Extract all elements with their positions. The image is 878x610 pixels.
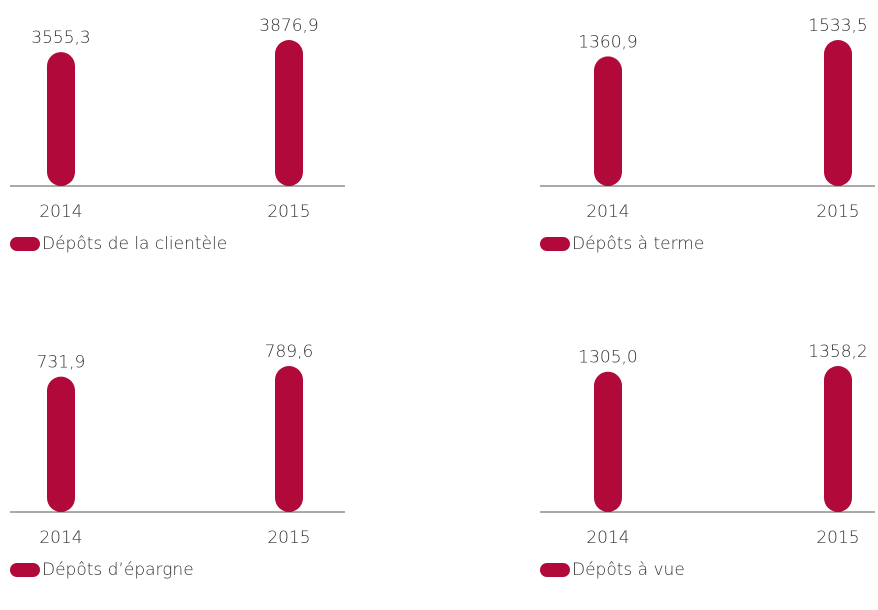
legend-swatch [10,237,40,251]
legend-label: Dépôts à vue [572,560,685,580]
value-label: 1305,0 [578,348,637,368]
x-tick-label: 2014 [586,202,629,222]
value-label: 1358,2 [808,342,867,362]
bar [275,40,303,186]
x-tick-label: 2015 [267,202,310,222]
bar [824,40,852,186]
bar [594,56,622,186]
legend-swatch [540,563,570,577]
value-label: 3876,9 [259,16,318,36]
x-tick-label: 2015 [267,528,310,548]
bar [824,366,852,512]
legend-label: Dépôts à terme [572,234,704,254]
value-label: 789,6 [265,342,314,362]
bar [47,52,75,187]
legend-swatch [10,563,40,577]
legend-label: Dépôts d’épargne [42,560,194,580]
bar [47,376,75,512]
bar [275,366,303,512]
value-label: 731,9 [37,353,86,373]
x-tick-label: 2015 [816,202,859,222]
value-label: 3555,3 [31,28,90,48]
x-tick-label: 2015 [816,528,859,548]
bar [594,371,622,512]
x-tick-label: 2014 [39,528,82,548]
x-tick-label: 2014 [586,528,629,548]
x-tick-label: 2014 [39,202,82,222]
legend-swatch [540,237,570,251]
value-label: 1360,9 [578,32,637,52]
legend-label: Dépôts de la clientèle [42,234,227,254]
value-label: 1533,5 [808,16,867,36]
